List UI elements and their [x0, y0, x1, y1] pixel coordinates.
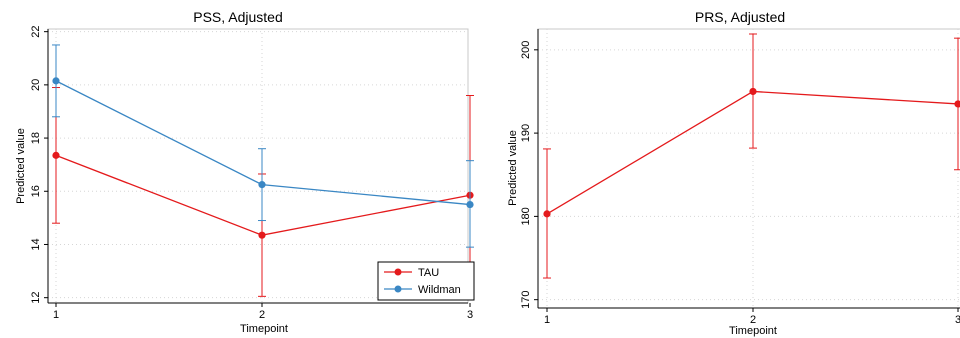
- legend-box: [377, 261, 475, 301]
- pss-y-tick-label: 14: [30, 238, 42, 250]
- prs-y-tick-label: 180: [520, 207, 532, 225]
- prs-x-tick-label: 3: [955, 314, 960, 326]
- pss-wildman-point: [466, 200, 474, 209]
- pss-plot-area: [47, 28, 469, 304]
- prs-series-point: [749, 87, 757, 96]
- prs-y-tick-label: 170: [520, 290, 532, 308]
- pss-y-tick-label: 18: [30, 132, 42, 144]
- prs-plot-area: [537, 28, 960, 309]
- legend-label-tau: TAU: [418, 267, 439, 279]
- pss-wildman-point: [258, 181, 266, 189]
- prs-chart-title: PRS, Adjusted: [695, 9, 785, 25]
- pss-legend: TAU Wildman: [377, 261, 475, 301]
- pss-chart-title: PSS, Adjusted: [193, 9, 283, 25]
- prs-y-axis-label: Predicted value: [507, 130, 519, 206]
- pss-wildman-point: [52, 77, 60, 85]
- prs-series-point: [543, 210, 551, 218]
- pss-y-tick-label: 16: [30, 185, 42, 197]
- pss-y-tick-label: 22: [30, 26, 42, 38]
- prs-y-tick-label: 200: [520, 41, 532, 59]
- prs-series: [543, 33, 960, 279]
- legend-marker-tau: [394, 268, 402, 276]
- pss-y-tick-label: 12: [30, 292, 42, 304]
- legend-label-wildman: Wildman: [418, 284, 461, 296]
- prs-chart: PRS, Adjusted 170 180 190 200 1 2 3 Timepoint…: [507, 9, 960, 337]
- pss-tau-point: [52, 151, 60, 159]
- pss-x-tick-label: 1: [53, 309, 59, 321]
- pss-y-axis-label: Predicted value: [15, 128, 27, 204]
- prs-y-ticks: 170 180 190 200: [520, 41, 538, 309]
- prs-series-point: [954, 100, 960, 108]
- pss-x-ticks: 1 2 3: [53, 303, 473, 321]
- pss-y-ticks: 12 14 16 18 20 22: [30, 26, 48, 304]
- pss-x-tick-label: 2: [259, 309, 265, 321]
- prs-x-axis-label: Timepoint: [729, 325, 777, 337]
- prs-y-tick-label: 190: [520, 124, 532, 142]
- pss-x-axis-label: Timepoint: [240, 323, 288, 335]
- prs-x-tick-label: 1: [544, 314, 550, 326]
- prs-x-tick-label: 2: [750, 314, 756, 326]
- legend-marker-wildman: [394, 285, 402, 293]
- prs-x-ticks: 1 2 3: [544, 308, 960, 326]
- pss-tau-point: [258, 231, 266, 239]
- pss-x-tick-label: 3: [467, 309, 473, 321]
- pss-y-tick-label: 20: [30, 79, 42, 91]
